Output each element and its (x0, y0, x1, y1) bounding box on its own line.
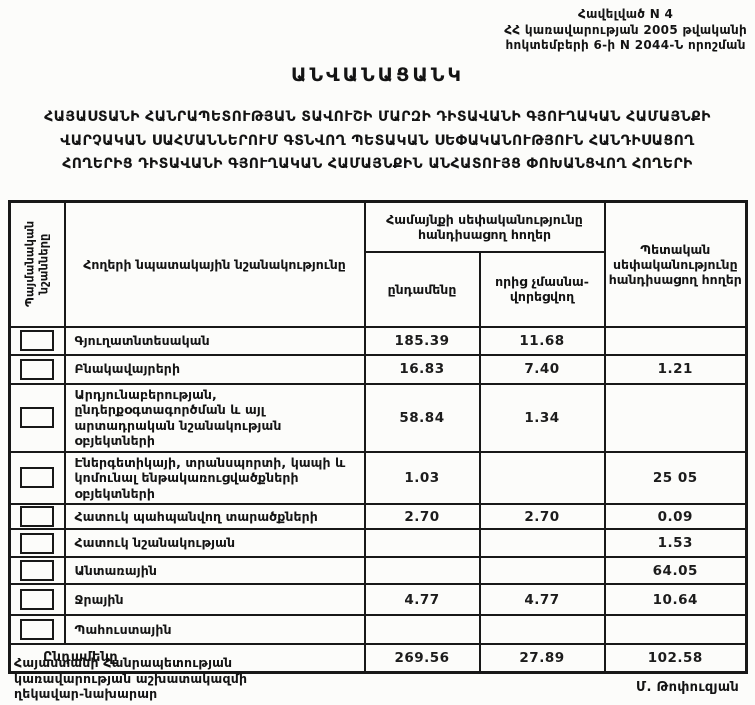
legend-box (20, 560, 54, 581)
state-value: 10.64 (603, 583, 748, 616)
non-privatizable-value: 7.40 (478, 353, 606, 385)
legend-box (20, 330, 54, 351)
row-label: Անտառային (63, 556, 366, 585)
header-symbols-label: Պայմանական նշանները (22, 221, 51, 308)
legend-cell (8, 450, 66, 505)
table-row: Էներգետիկայի, տրանսպորտի, կապի և կոմունա… (8, 450, 748, 505)
state-value: 0.09 (603, 503, 748, 530)
row-label: Արդյունաբերության, ընդերքօգտագործման և ա… (63, 382, 366, 453)
community-total-value: 2.70 (363, 503, 481, 530)
non-privatizable-value (478, 450, 606, 505)
annotation-line-3: հոկտեմբերի 6-ի N 2044-Ն որոշման (505, 38, 746, 52)
legend-box (20, 467, 54, 489)
state-value: 1.21 (603, 353, 748, 385)
legend-cell (8, 325, 66, 356)
row-label: Բնակավայրերի (63, 353, 366, 385)
row-label: Գյուղատնտեսական (63, 325, 366, 356)
non-privatizable-value: 11.68 (478, 325, 606, 356)
community-total-value (363, 556, 481, 585)
state-value: 1.53 (603, 528, 748, 558)
subtitle-line-2: ՎԱՐՉԱԿԱՆ ՍԱՀՄԱՆՆԵՐՈՒՄ ԳՏՆՎՈՂ ՊԵՏԱԿԱՆ ՍԵՓ… (60, 132, 695, 149)
signatory-title-block: Հայաստանի Հանրապետության կառավարության ա… (14, 655, 247, 702)
row-label: Հատուկ պահպանվող տարածքների (63, 503, 366, 530)
header-non-privatizable-line-1: որից չմասնա- (495, 274, 589, 289)
row-label: Պահուստային (63, 614, 366, 645)
land-allocation-table: Պայմանական նշանները Հողերի նպատակային նշ… (8, 200, 749, 674)
non-privatizable-value: 1.34 (478, 382, 606, 453)
legend-box (20, 532, 54, 554)
legend-cell (8, 614, 66, 645)
legend-cell (8, 556, 66, 585)
state-value (603, 382, 748, 453)
table-row: Պահուստային (8, 614, 748, 645)
appendix-annotation: Հավելված N 4 ՀՀ կառավարության 2005 թվակա… (504, 7, 747, 54)
annotation-line-2: ՀՀ կառավարության 2005 թվականի (504, 22, 747, 37)
document-subtitle: ՀԱՅԱՍՏԱՆԻ ՀԱՆՐԱՊԵՏՈՒԹՅԱՆ ՏԱՎՈՒՇԻ ՄԱՐԶԻ Դ… (0, 106, 755, 177)
legend-box (20, 358, 54, 380)
table-row: Անտառային 64.05 (8, 556, 748, 585)
row-label: Էներգետիկայի, տրանսպորտի, կապի և կոմունա… (63, 450, 366, 505)
state-value (603, 614, 748, 645)
header-symbols: Պայմանական նշանները (8, 200, 66, 328)
subtitle-line-3: ՀՈՂԵՐԻՑ ԴԻՏԱՎԱՆԻ ԳՅՈՒՂԱԿԱՆ ՀԱՄԱՅՆՔԻՆ ԱՆՀ… (62, 156, 693, 172)
non-privatizable-value: 4.77 (478, 583, 606, 616)
non-privatizable-value: 2.70 (478, 503, 606, 530)
table-row: Բնակավայրերի 16.83 7.40 1.21 (8, 353, 748, 385)
community-total-value: 58.84 (363, 382, 481, 453)
legend-cell (8, 382, 66, 453)
legend-cell (8, 503, 66, 530)
table-row: Ջրային 4.77 4.77 10.64 (8, 583, 748, 616)
header-community-group: Համայնքի սեփականությունը հանդիսացող հողե… (363, 200, 606, 253)
community-total-value (363, 528, 481, 558)
non-privatizable-value (478, 528, 606, 558)
legend-cell (8, 353, 66, 385)
header-non-privatizable-line-2: վորեցվող (509, 289, 575, 304)
community-total-value: 185.39 (363, 325, 481, 356)
table-row: Հատուկ պահպանվող տարածքների 2.70 2.70 0.… (8, 503, 748, 530)
total-community-total-value: 269.56 (363, 643, 481, 673)
row-label: Ջրային (63, 583, 366, 616)
annotation-line-1: Հավելված N 4 (578, 7, 674, 21)
total-row: Ընդամենը 269.56 27.89 102.58 (8, 643, 748, 673)
header-community-total: ընդամենը (363, 250, 481, 328)
subtitle-line-1: ՀԱՅԱՍՏԱՆԻ ՀԱՆՐԱՊԵՏՈՒԹՅԱՆ ՏԱՎՈՒՇԻ ՄԱՐԶԻ Դ… (44, 109, 711, 125)
state-value: 64.05 (603, 556, 748, 585)
page-title: ԱՆՎԱՆԱՑԱՆԿ (291, 64, 464, 86)
community-total-value (363, 614, 481, 645)
total-row-label: Ընդամենը (8, 643, 366, 673)
state-value (603, 325, 748, 356)
state-value: 25 05 (603, 450, 748, 505)
table-row: Գյուղատնտեսական 185.39 11.68 (8, 325, 748, 356)
legend-box (20, 407, 54, 428)
signatory-title-line-2: կառավարության աշխատակազմի (14, 670, 248, 686)
header-designation: Հողերի նպատակային նշանակությունը (63, 200, 366, 328)
table-row: Հատուկ նշանակության 1.53 (8, 528, 748, 558)
legend-cell (8, 528, 66, 558)
community-total-value: 16.83 (363, 353, 481, 385)
table-row: Արդյունաբերության, ընդերքօգտագործման և ա… (8, 382, 748, 453)
community-total-value: 4.77 (363, 583, 481, 616)
row-label: Հատուկ նշանակության (63, 528, 366, 558)
non-privatizable-value (478, 556, 606, 585)
non-privatizable-value (478, 614, 606, 645)
legend-box (20, 589, 54, 610)
legend-cell (8, 583, 66, 616)
community-total-value: 1.03 (363, 450, 481, 505)
signatory-name: Մ. Թոփուզյան (636, 680, 739, 695)
signatory-title-line-3: ղեկավար-նախարար (14, 686, 158, 701)
header-non-privatizable: որից չմասնա- վորեցվող (478, 250, 606, 328)
header-state-lands: Պետական սեփականությունը հանդիսացող հողեր (603, 200, 748, 328)
legend-box (20, 506, 54, 527)
legend-box (20, 619, 54, 640)
signatory-title-line-1: Հայաստանի Հանրապետության (14, 655, 233, 670)
total-state-value: 102.58 (603, 643, 748, 673)
total-non-privatizable-value: 27.89 (478, 643, 606, 673)
